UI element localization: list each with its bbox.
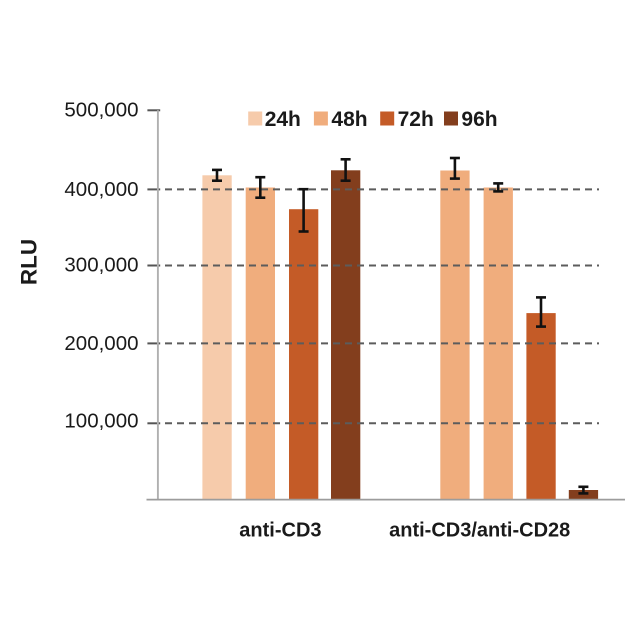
svg-text:200,000: 200,000	[64, 332, 138, 355]
svg-text:72h: 72h	[398, 108, 434, 131]
svg-text:96h: 96h	[461, 108, 497, 131]
svg-text:500,000: 500,000	[64, 98, 138, 121]
svg-text:24h: 24h	[265, 108, 301, 131]
svg-text:48h: 48h	[331, 108, 367, 131]
svg-text:RLU: RLU	[17, 239, 42, 285]
svg-text:100,000: 100,000	[64, 410, 138, 433]
svg-text:400,000: 400,000	[64, 178, 138, 201]
svg-text:anti-CD3/anti-CD28: anti-CD3/anti-CD28	[389, 520, 570, 542]
svg-text:300,000: 300,000	[64, 253, 138, 276]
svg-text:anti-CD3: anti-CD3	[239, 520, 321, 542]
